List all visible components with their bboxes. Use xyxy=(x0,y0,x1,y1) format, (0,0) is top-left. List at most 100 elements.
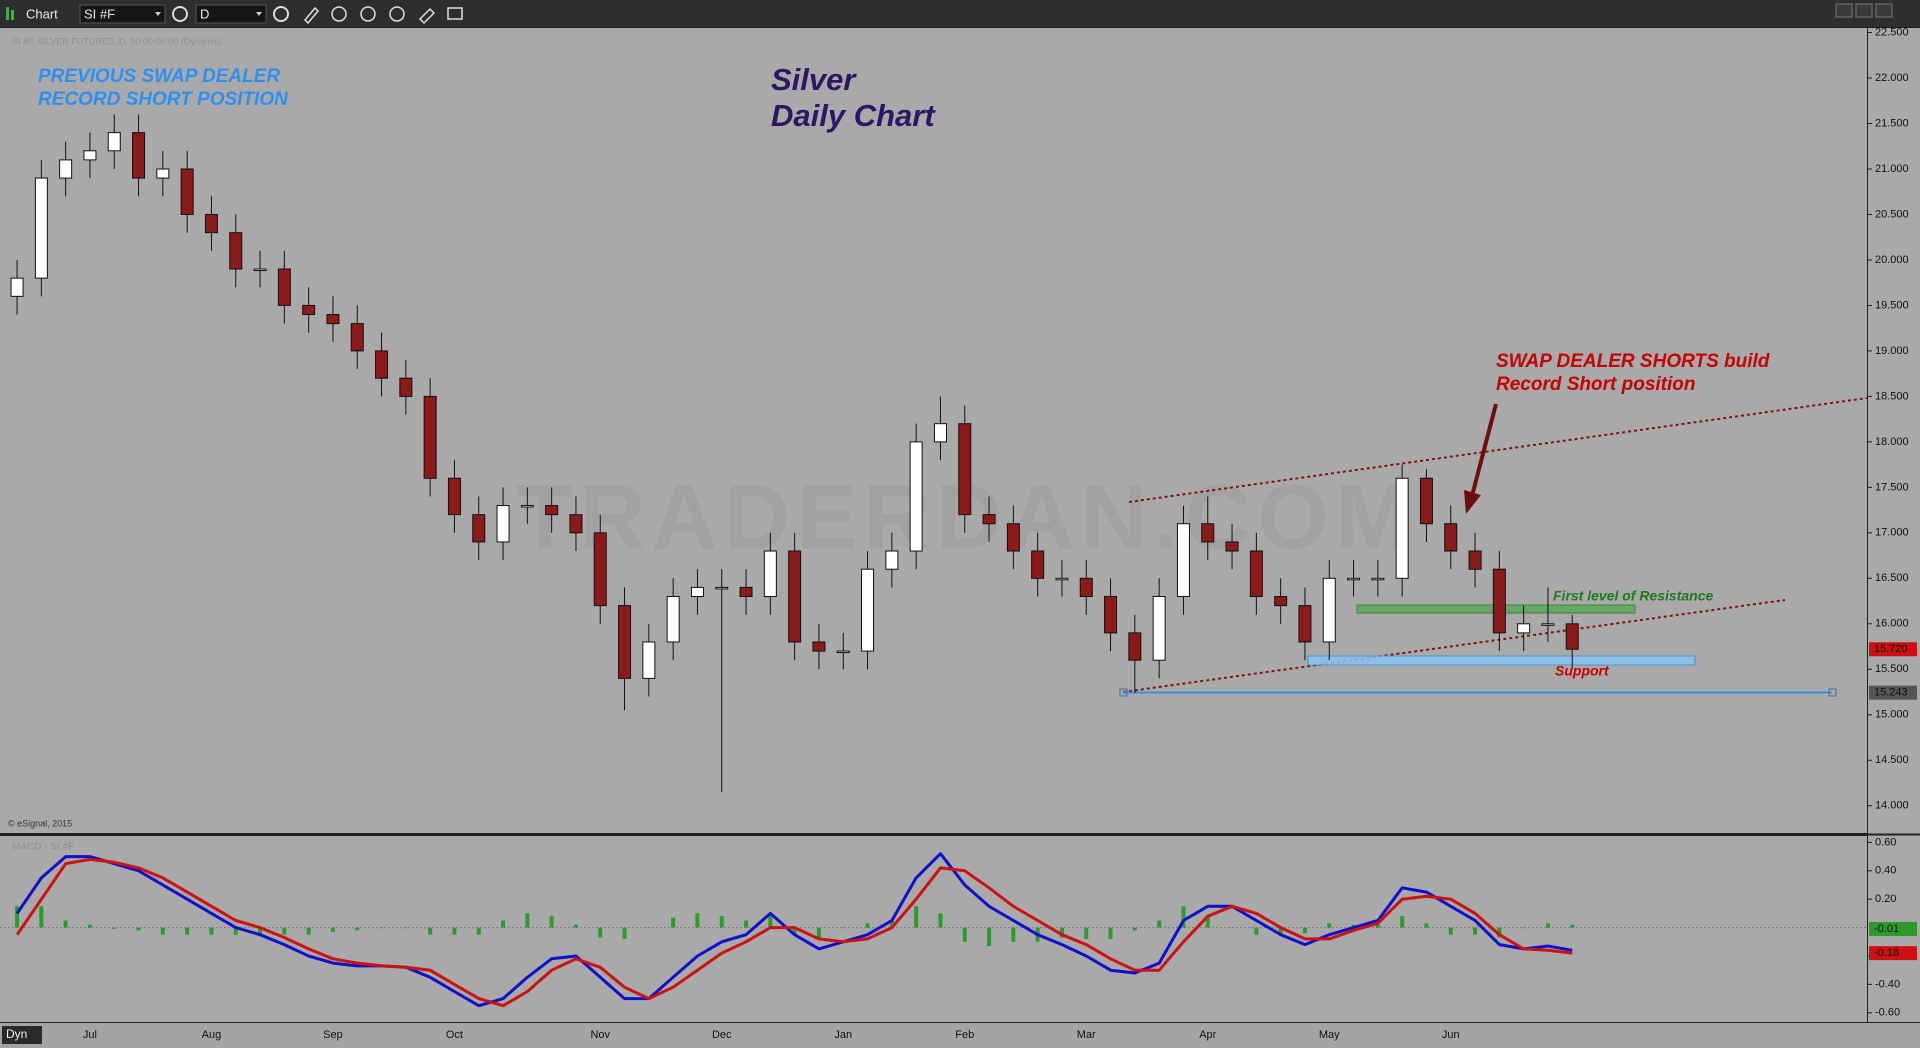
candle-body xyxy=(1541,623,1555,626)
histogram-bar xyxy=(598,927,603,938)
tool-icon[interactable] xyxy=(447,7,463,20)
window-close[interactable] xyxy=(1875,3,1893,18)
y-tick-label: 21.000 xyxy=(1875,163,1909,175)
window-minimize[interactable] xyxy=(1835,3,1853,18)
line-handle[interactable] xyxy=(1828,688,1837,697)
histogram-bar xyxy=(330,927,335,932)
macd-line xyxy=(15,857,1573,1008)
candle-body xyxy=(1006,523,1020,552)
annotation: RECORD SHORT POSITION xyxy=(38,89,289,110)
histogram-bar xyxy=(1254,927,1259,935)
histogram-bar xyxy=(549,916,554,928)
x-tick-label: Jun xyxy=(1442,1029,1460,1041)
mode-label[interactable]: Dyn xyxy=(6,1027,27,1041)
histogram-bar xyxy=(1084,927,1089,939)
tool-icon[interactable] xyxy=(360,6,376,22)
x-tick-label: Mar xyxy=(1077,1029,1096,1041)
histogram-bar xyxy=(525,913,530,928)
histogram-bar xyxy=(209,927,214,935)
histogram-bar xyxy=(1424,923,1429,928)
tool-icon[interactable] xyxy=(418,7,436,25)
histogram-bar xyxy=(938,913,943,928)
histogram-bar xyxy=(1448,927,1453,935)
upper-trendline xyxy=(1128,397,1868,503)
histogram-bar xyxy=(1473,927,1478,935)
histogram-bar xyxy=(185,927,190,935)
candle-body xyxy=(1322,577,1336,643)
histogram-bar xyxy=(889,920,894,928)
toolbar-title: Chart xyxy=(26,6,58,21)
candle-body xyxy=(545,505,559,516)
candle-body xyxy=(1055,577,1069,581)
y-tick-label: 22.000 xyxy=(1875,72,1909,84)
tool-icon[interactable] xyxy=(389,6,405,22)
histogram-bar xyxy=(403,927,408,929)
y-tick-label: 20.000 xyxy=(1875,254,1909,266)
price-panel xyxy=(0,28,1867,833)
annotation: First level of Resistance xyxy=(1553,588,1714,604)
candle-body xyxy=(107,132,121,152)
price-flag-label: 15.243 xyxy=(1874,687,1908,699)
histogram-bar xyxy=(63,920,68,928)
histogram-bar xyxy=(258,927,263,935)
candle-body xyxy=(253,268,267,272)
tool-icon[interactable] xyxy=(303,6,320,25)
histogram-bar xyxy=(501,920,506,928)
candle-body xyxy=(715,586,729,590)
histogram-bar xyxy=(1181,906,1186,928)
candle-body xyxy=(180,168,194,215)
histogram-bar xyxy=(914,906,919,928)
tool-icon[interactable] xyxy=(331,6,347,22)
x-tick-label: Oct xyxy=(446,1029,463,1041)
dropdown-arrow xyxy=(155,12,161,16)
line-handle[interactable] xyxy=(1119,688,1128,697)
x-tick-label: Dec xyxy=(712,1029,732,1041)
axes: Jul Aug Sep Oct Nov Dec Jan Feb Mar Apr May Jun 14.0… xyxy=(83,26,1917,1041)
mode-box[interactable] xyxy=(2,1026,42,1044)
candle-body xyxy=(1201,523,1215,543)
x-tick-label: Feb xyxy=(955,1029,974,1041)
toolbar xyxy=(0,0,1920,27)
candle-body xyxy=(496,505,510,543)
histogram-bar xyxy=(1059,927,1064,938)
tool-icon[interactable] xyxy=(273,6,289,22)
candle-body xyxy=(34,177,48,279)
value-flag xyxy=(1869,922,1917,936)
histogram-bar xyxy=(282,927,287,935)
annotation: PREVIOUS SWAP DEALER xyxy=(38,66,280,87)
symbol-input[interactable]: SI #F xyxy=(84,6,115,21)
candle-body xyxy=(642,641,656,679)
histogram-bar xyxy=(695,913,700,928)
candle-body xyxy=(1176,523,1190,598)
candle-body xyxy=(1298,605,1312,643)
y-tick-label: 16.000 xyxy=(1875,618,1909,630)
histogram-bar xyxy=(15,906,20,928)
histogram-bar xyxy=(233,927,238,935)
macd-line xyxy=(15,852,1573,1008)
histogram-bar xyxy=(379,927,384,929)
candle-body xyxy=(812,641,826,652)
histogram-bar xyxy=(671,917,676,928)
interval-box[interactable] xyxy=(195,4,267,24)
histogram-bar xyxy=(452,927,457,935)
x-tick-label: Jan xyxy=(834,1029,852,1041)
value-flag-label: -0.18 xyxy=(1874,947,1899,959)
window-maximize[interactable] xyxy=(1855,3,1873,18)
y-tick-label: 0.60 xyxy=(1875,836,1896,848)
y-tick-label: 18.500 xyxy=(1875,390,1909,402)
symbol-box[interactable] xyxy=(79,4,166,24)
tool-icon[interactable] xyxy=(172,6,188,22)
histogram-bar xyxy=(1400,916,1405,928)
candle-body xyxy=(1517,623,1531,634)
interval-input[interactable]: D xyxy=(200,6,209,21)
histogram-bar xyxy=(160,927,165,935)
histogram-bar xyxy=(1570,924,1575,928)
value-axis xyxy=(1868,28,1920,1022)
histogram-bar xyxy=(1205,917,1210,928)
histogram-bar xyxy=(865,923,870,928)
histogram-bar xyxy=(1302,927,1307,934)
y-tick-label: 0.40 xyxy=(1875,865,1896,877)
candle-body xyxy=(763,550,777,598)
histogram-bar xyxy=(719,916,724,928)
